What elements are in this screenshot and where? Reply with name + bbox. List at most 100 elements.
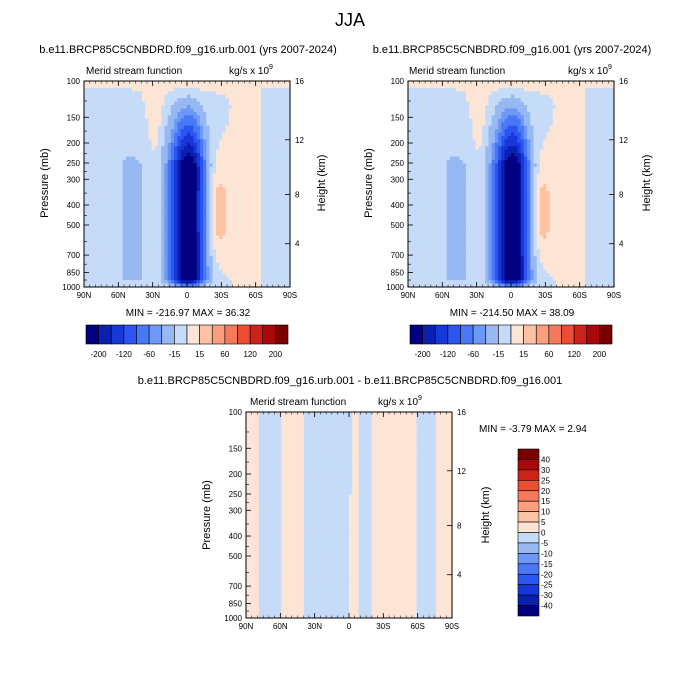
field-cell <box>254 139 259 144</box>
field-cell <box>164 249 169 254</box>
field-cell <box>196 228 201 233</box>
field-cell <box>433 163 438 168</box>
field-cell <box>148 190 153 195</box>
field-cell <box>135 259 140 264</box>
field-cell <box>244 111 249 116</box>
field-cell <box>222 232 227 237</box>
field-cell <box>96 187 101 192</box>
field-cell <box>286 214 291 219</box>
field-cell <box>167 173 172 178</box>
field-cell <box>183 280 188 285</box>
field-cell <box>103 111 108 116</box>
field-cell <box>96 108 101 113</box>
field-cell <box>212 111 217 116</box>
field-cell <box>436 201 441 206</box>
field-cell <box>112 91 117 96</box>
field-cell <box>196 153 201 158</box>
field-cell <box>132 94 137 99</box>
field-cell <box>180 139 185 144</box>
field-cell <box>424 177 428 182</box>
field-cell <box>232 197 236 202</box>
field-cell <box>267 256 272 261</box>
field-cell <box>440 118 445 123</box>
field-cell <box>408 122 412 127</box>
field-cell <box>164 197 169 202</box>
field-cell <box>436 139 441 144</box>
field-cell <box>103 280 108 285</box>
field-cell <box>106 163 111 168</box>
field-cell <box>180 91 185 96</box>
field-cell <box>145 190 149 195</box>
field-cell <box>193 180 198 185</box>
field-cell <box>251 125 256 130</box>
field-cell <box>177 238 182 243</box>
field-cell <box>87 87 92 92</box>
field-cell <box>430 242 435 247</box>
field-cell <box>459 214 464 219</box>
field-cell <box>164 269 169 274</box>
field-cell <box>196 259 201 264</box>
field-cell <box>174 125 178 130</box>
field-cell <box>158 218 162 223</box>
field-cell <box>203 177 207 182</box>
field-cell <box>93 146 98 151</box>
field-cell <box>453 105 457 110</box>
field-cell <box>222 105 227 110</box>
field-cell <box>151 218 156 223</box>
field-cell <box>180 108 185 113</box>
field-cell <box>417 111 422 116</box>
field-cell <box>190 214 195 219</box>
field-cell <box>196 252 201 257</box>
field-cell <box>241 118 246 123</box>
field-cell <box>225 91 230 96</box>
field-cell <box>414 180 419 185</box>
field-cell <box>283 115 288 120</box>
field-cell <box>138 256 143 261</box>
field-cell <box>254 228 259 233</box>
field-cell <box>119 245 124 250</box>
field-cell <box>158 146 162 151</box>
field-cell <box>446 159 451 164</box>
field-cell <box>167 101 172 106</box>
field-cell <box>199 266 204 271</box>
field-cell <box>203 94 207 99</box>
field-cell <box>170 252 175 257</box>
field-cell <box>417 262 422 267</box>
field-cell <box>235 153 240 158</box>
field-cell <box>103 159 108 164</box>
field-cell <box>219 211 224 216</box>
field-cell <box>138 81 143 86</box>
field-cell <box>456 269 461 274</box>
field-cell <box>167 132 172 137</box>
field-cell <box>177 163 182 168</box>
field-cell <box>219 170 224 175</box>
field-cell <box>257 146 262 151</box>
field-cell <box>446 201 451 206</box>
field-cell <box>228 81 233 86</box>
field-cell <box>164 115 169 120</box>
field-cell <box>254 94 259 99</box>
field-cell <box>273 269 278 274</box>
field-cell <box>167 197 172 202</box>
field-cell <box>277 232 281 237</box>
field-cell <box>180 252 185 257</box>
field-cell <box>90 173 95 178</box>
field-cell <box>203 180 207 185</box>
field-cell <box>141 232 146 237</box>
field-cell <box>446 228 451 233</box>
field-cell <box>151 91 156 96</box>
field-cell <box>119 118 124 123</box>
field-cell <box>103 108 108 113</box>
field-cell <box>280 173 285 178</box>
field-cell <box>129 252 133 257</box>
field-cell <box>122 259 127 264</box>
field-cell <box>103 276 108 281</box>
field-cell <box>109 262 114 267</box>
field-cell <box>148 194 153 199</box>
field-cell <box>270 125 275 130</box>
field-cell <box>106 249 111 254</box>
field-cell <box>219 108 224 113</box>
field-cell <box>167 256 172 261</box>
field-cell <box>132 111 137 116</box>
field-cell <box>103 153 108 158</box>
